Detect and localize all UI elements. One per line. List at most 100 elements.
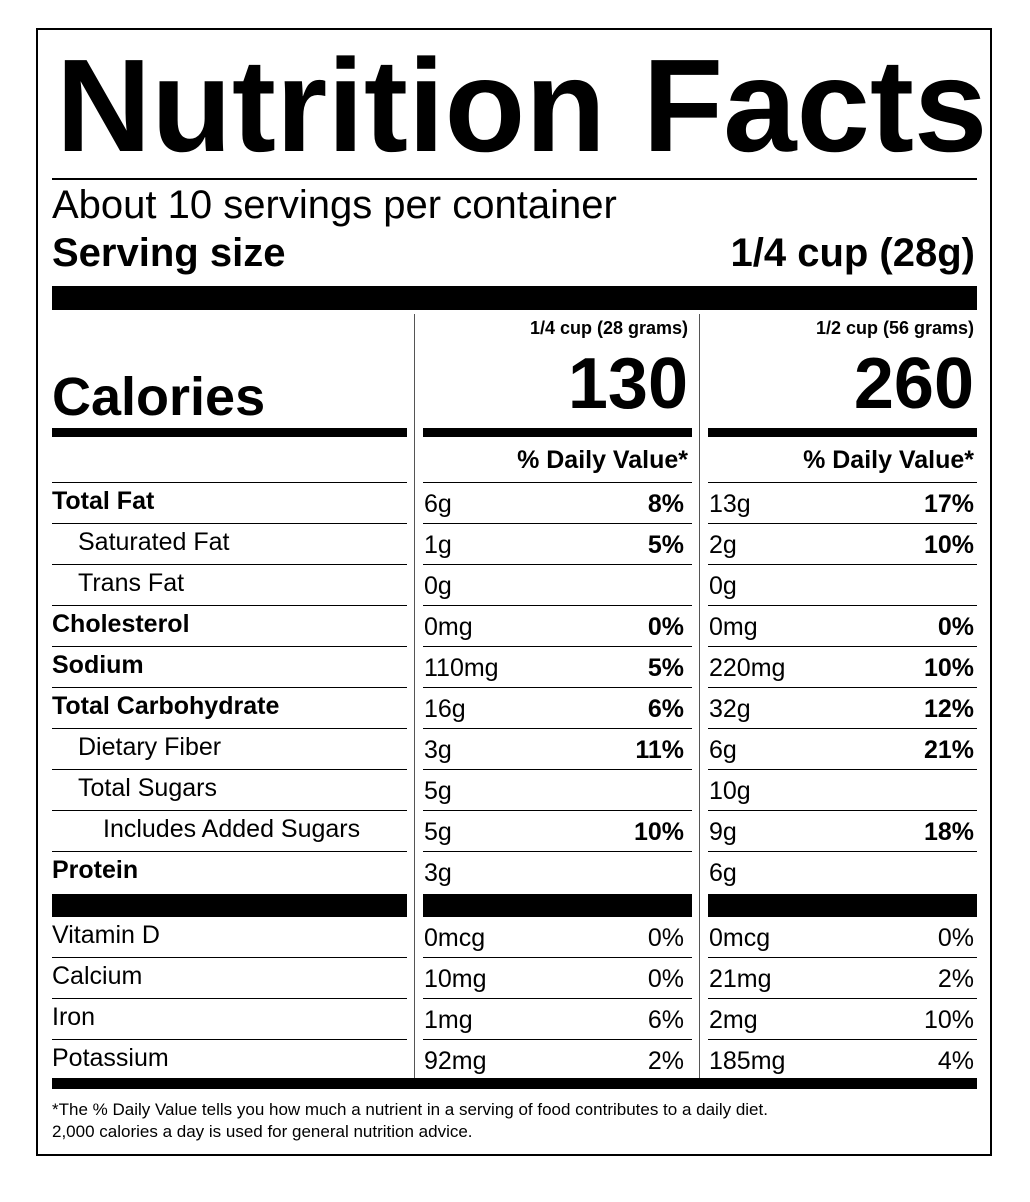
amount-col2: 2mg: [709, 1006, 758, 1034]
amount-col1: 3g: [424, 736, 452, 764]
amount-col1: 10mg: [424, 965, 487, 993]
nutrient-row-divider: [52, 728, 407, 729]
amount-col2: 185mg: [709, 1047, 786, 1075]
nutrient-row-divider: [52, 523, 407, 524]
row-divider-col1: [423, 646, 692, 647]
amount-col2: 32g: [709, 695, 751, 723]
daily-value-col1: 5%: [647, 531, 684, 559]
column-header-half-cup: 1/2 cup (56 grams): [815, 318, 974, 338]
row-divider-col1: [423, 769, 692, 770]
label-title: Nutrition Facts: [56, 32, 988, 179]
nutrient-row-divider: [52, 851, 407, 852]
amount-col1: 5g: [424, 777, 452, 805]
row-divider-col1: [423, 482, 692, 483]
vitamin-row-divider: [52, 957, 407, 958]
nutrient-row-divider: [52, 564, 407, 565]
nutrient-row-divider: [52, 646, 407, 647]
footnote-line-2: 2,000 calories a day is used for general…: [52, 1122, 473, 1142]
amount-col2: 0mg: [709, 613, 758, 641]
daily-value-col1: 5%: [647, 654, 684, 682]
row-divider-col2: [708, 851, 977, 852]
row-divider-col2: [708, 916, 977, 917]
row-divider-col2: [708, 605, 977, 606]
amount-col1: 16g: [424, 695, 466, 723]
amount-col1: 5g: [424, 818, 452, 846]
nutrient-name: Protein: [52, 856, 139, 884]
row-divider-col1: [423, 728, 692, 729]
nutrient-row-divider: [52, 810, 407, 811]
row-divider-col2: [708, 728, 977, 729]
row-divider-col2: [708, 998, 977, 999]
daily-value-col2: 0%: [937, 924, 974, 952]
vitamin-row-divider: [52, 916, 407, 917]
nutrient-row-divider: [52, 769, 407, 770]
nutrient-name: Dietary Fiber: [78, 733, 222, 761]
servings-per-container: About 10 servings per container: [52, 183, 617, 227]
vitamin-name: Calcium: [52, 962, 143, 990]
daily-value-col1: 10%: [633, 818, 684, 846]
amount-col2: 2g: [709, 531, 737, 559]
vitamin-name: Potassium: [52, 1044, 169, 1072]
row-divider-col2: [708, 482, 977, 483]
nutrient-name: Sodium: [52, 651, 144, 679]
daily-value-col1: 11%: [635, 736, 684, 764]
footnote-line-1: *The % Daily Value tells you how much a …: [52, 1100, 768, 1119]
amount-col1: 1mg: [424, 1006, 473, 1034]
amount-col2: 10g: [709, 777, 751, 805]
amount-col2: 9g: [709, 818, 737, 846]
row-divider-col2: [708, 564, 977, 565]
daily-value-col2: 10%: [923, 1006, 974, 1034]
amount-col2: 13g: [709, 490, 751, 518]
amount-col2: 6g: [709, 859, 737, 887]
vitamin-row-divider: [52, 1039, 407, 1040]
amount-col1: 6g: [424, 490, 452, 518]
vitamin-bar-label: [52, 894, 407, 916]
daily-value-col1: 2%: [647, 1047, 684, 1075]
daily-value-col1: 8%: [647, 490, 684, 518]
row-divider-col1: [423, 1039, 692, 1040]
amount-col1: 0g: [424, 572, 452, 600]
nutrient-name: Total Carbohydrate: [52, 692, 280, 720]
footnote: *The % Daily Value tells you how much a …: [52, 1099, 972, 1143]
row-divider-col1: [423, 523, 692, 524]
row-divider-col2: [708, 810, 977, 811]
nutrient-name: Saturated Fat: [78, 528, 230, 556]
row-divider-col2: [708, 957, 977, 958]
row-divider-col1: [423, 916, 692, 917]
calories-bar-col1: [423, 428, 692, 437]
thick-divider-top: [52, 286, 977, 310]
daily-value-col2: 10%: [923, 531, 974, 559]
row-divider-col1: [423, 687, 692, 688]
daily-value-header-col2: % Daily Value*: [803, 446, 974, 474]
vitamin-bar-col2: [708, 894, 977, 916]
amount-col2: 21mg: [709, 965, 772, 993]
nutrient-name: Trans Fat: [78, 569, 185, 597]
amount-col2: 0mcg: [709, 924, 771, 952]
daily-value-col2: 12%: [923, 695, 974, 723]
daily-value-col1: 6%: [647, 695, 684, 723]
amount-col1: 3g: [424, 859, 452, 887]
row-divider-col2: [708, 769, 977, 770]
amount-col2: 220mg: [709, 654, 786, 682]
calories-label: Calories: [52, 367, 266, 427]
calories-bar-col2: [708, 428, 977, 437]
daily-value-col2: 17%: [923, 490, 974, 518]
daily-value-col2: 4%: [937, 1047, 974, 1075]
daily-value-header-col1: % Daily Value*: [517, 446, 688, 474]
vitamin-name: Vitamin D: [52, 921, 160, 949]
row-divider-col2: [708, 646, 977, 647]
row-divider-col1: [423, 957, 692, 958]
row-divider-col1: [423, 564, 692, 565]
row-divider-col1: [423, 605, 692, 606]
row-divider-col2: [708, 1039, 977, 1040]
nutrient-row-divider: [52, 482, 407, 483]
title-divider: [52, 178, 977, 180]
daily-value-col2: 2%: [937, 965, 974, 993]
column-separator-2: [699, 314, 700, 1078]
row-divider-col2: [708, 523, 977, 524]
row-divider-col1: [423, 998, 692, 999]
daily-value-col2: 10%: [923, 654, 974, 682]
daily-value-col1: 0%: [647, 965, 684, 993]
amount-col1: 92mg: [424, 1047, 487, 1075]
amount-col1: 0mg: [424, 613, 473, 641]
